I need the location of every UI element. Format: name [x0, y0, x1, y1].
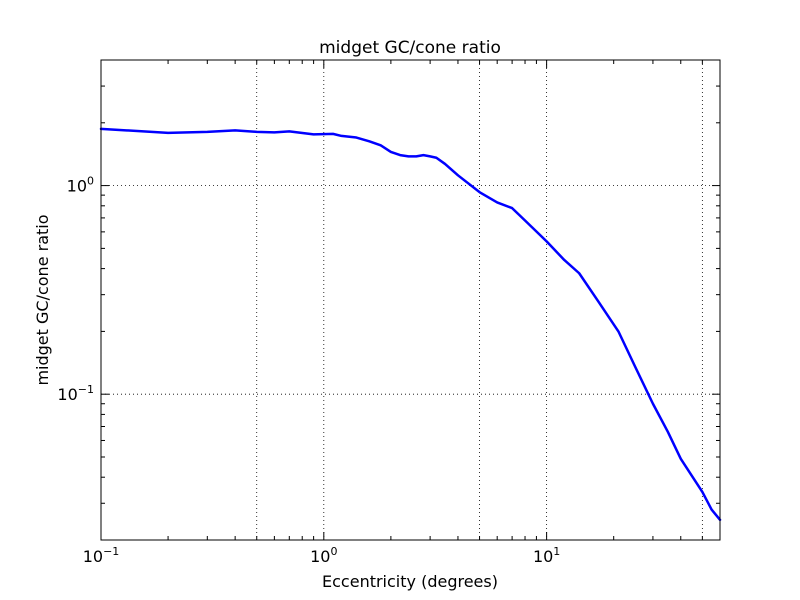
plot-frame: [100, 59, 721, 541]
x-tick-label: 10−1: [83, 545, 120, 566]
x-tick-label: 100: [310, 545, 337, 566]
x-tick-label: 101: [533, 545, 560, 566]
x-axis-label: Eccentricity (degrees): [322, 572, 498, 591]
y-tick-label: 100: [67, 175, 94, 196]
series-line: [99, 127, 722, 522]
major-ticks: [100, 60, 720, 540]
chart-title: midget GC/cone ratio: [319, 38, 501, 58]
tick-labels: 10−1 100 101 10−1 100: [57, 175, 560, 566]
y-tick-label: 10−1: [57, 383, 94, 404]
grid-lines: [101, 60, 720, 540]
y-axis-label: midget GC/cone ratio: [33, 214, 52, 385]
